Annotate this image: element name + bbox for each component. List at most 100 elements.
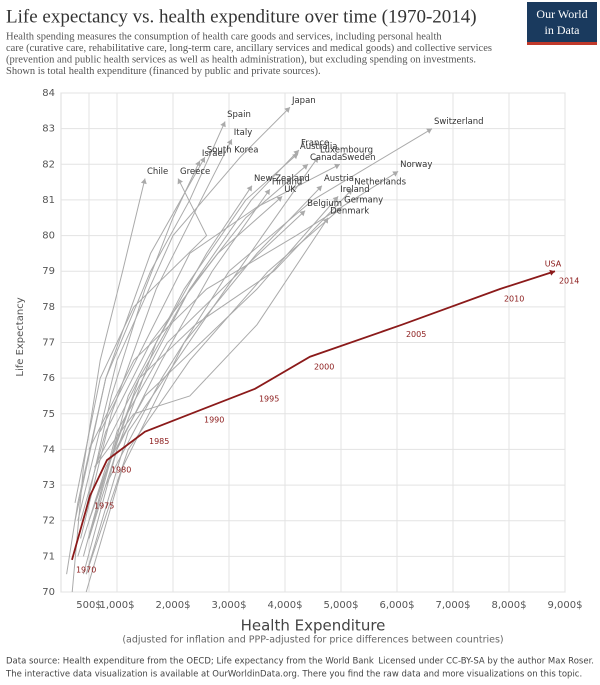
year-label: 1980: [111, 466, 131, 475]
arrow-head: [284, 107, 290, 113]
series-label: Netherlands: [354, 178, 406, 188]
arrow-head: [312, 157, 319, 163]
x-tick-label: 5,000$: [324, 600, 359, 611]
series-line: [77, 196, 339, 557]
y-tick-label: 77: [42, 338, 55, 349]
series-line: [66, 156, 206, 575]
footer: Data source: Health expenditure from the…: [6, 657, 374, 667]
series-line: [105, 128, 433, 486]
logo-text: Our World: [536, 7, 587, 21]
arrow-head: [264, 189, 270, 196]
subtitle: Shown is total health expenditure (finan…: [6, 66, 321, 77]
y-tick-label: 75: [42, 409, 55, 420]
arrow-head: [334, 163, 340, 170]
series-line: [71, 270, 556, 561]
series-label: Ireland: [340, 185, 369, 195]
arrow-head: [302, 164, 308, 170]
series-label: Switzerland: [434, 117, 484, 127]
logo-box: [527, 2, 597, 44]
y-tick-label: 78: [42, 302, 55, 313]
series-line: [99, 163, 341, 432]
series-line: [88, 153, 299, 539]
arrow-head: [226, 139, 233, 146]
footer: The interactive data visualization is av…: [5, 670, 582, 680]
x-tick-label: 6,000$: [380, 600, 415, 611]
series-label: Australia: [300, 142, 338, 152]
year-label: 1970: [76, 565, 96, 574]
series-label: Italy: [234, 128, 252, 138]
arrow-head: [177, 178, 183, 185]
series-label: New Zealand: [254, 174, 310, 184]
series-line: [88, 170, 399, 450]
series-line: [85, 206, 343, 575]
x-tick-label: 4,000$: [268, 600, 303, 611]
y-tick-label: 73: [42, 480, 55, 491]
year-label: 1975: [94, 501, 114, 510]
series-label: Denmark: [330, 206, 369, 216]
series-line: [82, 210, 306, 557]
arrow-head: [332, 196, 339, 203]
series-label: UK: [284, 185, 296, 195]
arrow-head: [140, 178, 147, 185]
logo-text: in Data: [545, 23, 581, 37]
year-label: 2000: [314, 362, 334, 371]
arrow-head: [322, 217, 329, 224]
y-tick-label: 84: [42, 88, 55, 99]
x-tick-label: 500$: [76, 600, 101, 611]
arrow-head: [246, 185, 252, 192]
footer: Licensed under CC-BY-SA by the author Ma…: [378, 657, 594, 667]
series-line: [77, 106, 291, 521]
year-label: 1990: [204, 416, 224, 425]
x-axis-title: Health Expenditure: [241, 617, 386, 635]
y-tick-label: 71: [42, 551, 55, 562]
arrow-head: [199, 157, 206, 163]
y-tick-label: 70: [42, 587, 55, 598]
x-tick-label: 1,000$: [100, 600, 135, 611]
subtitle: care (curative care, rehabilitative care…: [6, 43, 492, 54]
y-tick-label: 72: [42, 516, 55, 527]
year-label: 2005: [406, 330, 426, 339]
year-label: 1995: [259, 394, 279, 403]
chart-title: Life expectancy vs. health expenditure o…: [6, 6, 477, 27]
series-label: Luxembourg: [320, 146, 373, 156]
arrow-head: [549, 269, 555, 276]
subtitle: (prevention and public health services a…: [6, 54, 476, 65]
y-tick-label: 79: [42, 266, 55, 277]
y-axis-title: Life Expectancy: [15, 297, 26, 376]
y-tick-label: 76: [42, 373, 55, 384]
arrow-head: [316, 185, 322, 192]
series-line: [85, 156, 319, 575]
series-label: Japan: [291, 96, 316, 106]
series-label: France: [301, 139, 329, 149]
series-label: Germany: [344, 196, 383, 206]
arrow-head: [276, 196, 283, 202]
x-tick-label: 8,000$: [492, 600, 527, 611]
arrow-head: [293, 150, 300, 156]
series-line: [88, 185, 253, 539]
series-line: [94, 163, 309, 504]
x-tick-label: 2,000$: [156, 600, 191, 611]
series-line: [85, 185, 323, 593]
y-tick-label: 80: [42, 231, 55, 242]
series-label: Sweden: [342, 153, 376, 163]
y-tick-label: 83: [42, 124, 55, 135]
arrow-head: [336, 207, 343, 213]
series-label: Belgium: [307, 199, 342, 209]
x-axis-subtitle: (adjusted for inflation and PPP-adjusted…: [122, 635, 503, 646]
series-line: [94, 217, 329, 468]
x-tick-label: 9,000$: [548, 600, 583, 611]
arrow-head: [346, 189, 353, 195]
subtitle: Health spending measures the consumption…: [6, 31, 442, 42]
year-label: 2010: [504, 295, 524, 304]
series-label: Israel: [202, 149, 225, 159]
x-tick-label: 3,000$: [212, 600, 247, 611]
logo-bar: [527, 42, 597, 45]
arrow-head: [299, 210, 306, 217]
y-tick-label: 81: [42, 195, 55, 206]
series-label: Greece: [180, 167, 210, 177]
x-tick-label: 7,000$: [436, 600, 471, 611]
series-line: [74, 178, 208, 503]
series-label: South Korea: [207, 146, 259, 156]
series-label: Canada: [310, 153, 342, 163]
